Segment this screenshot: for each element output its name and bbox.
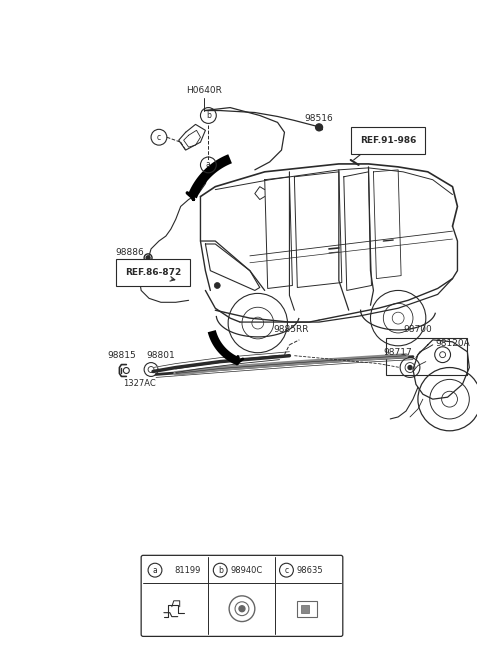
Circle shape (214, 283, 220, 289)
Text: 98120A: 98120A (435, 339, 470, 348)
Text: 98516: 98516 (305, 114, 334, 123)
Text: 98886: 98886 (115, 249, 144, 257)
Text: 9885RR: 9885RR (274, 325, 309, 335)
Text: 1327AC: 1327AC (123, 379, 156, 388)
Bar (301, 605, 309, 613)
Circle shape (316, 124, 323, 131)
Bar (386, 338, 468, 375)
Text: 98635: 98635 (296, 565, 323, 575)
Text: REF.91-986: REF.91-986 (360, 136, 417, 145)
Text: 98700: 98700 (404, 325, 432, 335)
Text: H0640R: H0640R (186, 87, 222, 95)
Text: c: c (284, 565, 288, 575)
Bar (297, 601, 317, 617)
Text: b: b (218, 565, 223, 575)
Circle shape (408, 365, 412, 369)
Text: 98940C: 98940C (230, 565, 263, 575)
Text: a: a (206, 161, 211, 169)
Text: b: b (206, 111, 211, 120)
Text: c: c (157, 133, 161, 142)
Text: a: a (153, 565, 157, 575)
Text: 81199: 81199 (175, 565, 201, 575)
Text: 98801: 98801 (146, 351, 175, 360)
Circle shape (239, 605, 245, 611)
Text: 98717: 98717 (384, 348, 412, 358)
Text: REF.86-872: REF.86-872 (125, 268, 181, 277)
Circle shape (146, 256, 150, 260)
Text: 98815: 98815 (107, 351, 136, 360)
